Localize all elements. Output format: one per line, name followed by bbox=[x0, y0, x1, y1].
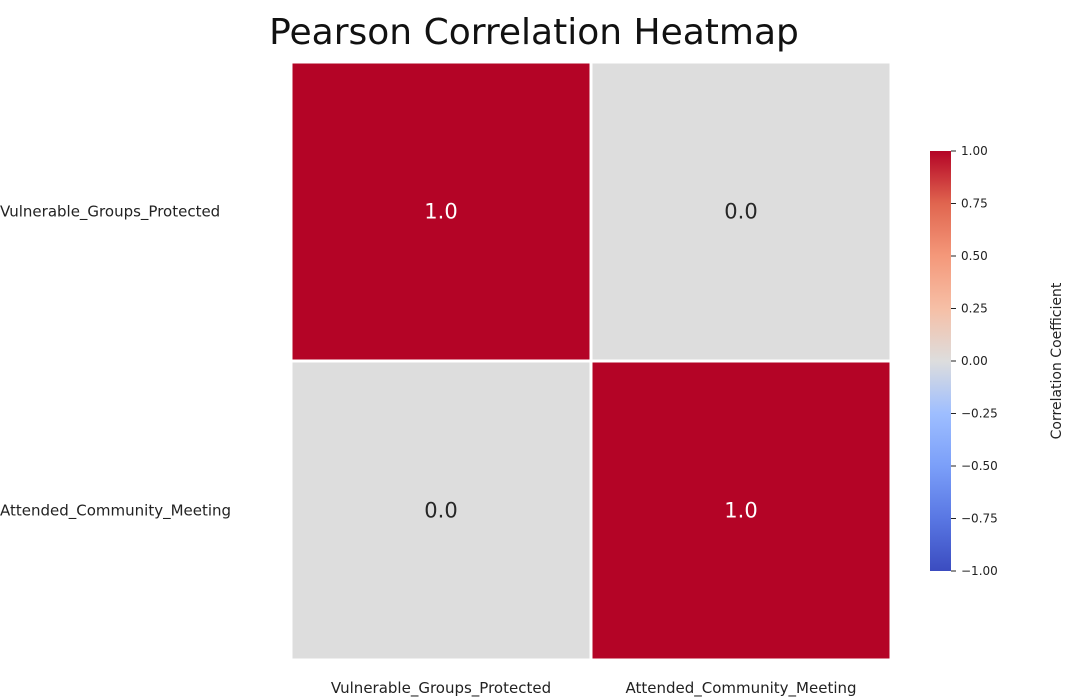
heatmap-cell-r0-c1 bbox=[589, 60, 893, 363]
heatmap-cell-r1-c1 bbox=[589, 359, 893, 662]
row-labels: Vulnerable_Groups_Protected Attended_Comm… bbox=[0, 203, 231, 521]
chart-title: Pearson Correlation Heatmap bbox=[269, 12, 799, 53]
heatmap-cell-value-r0-c0: 1.0 bbox=[424, 200, 457, 224]
colorbar-tick-label-1: 0.75 bbox=[961, 197, 988, 211]
colorbar-tick-label-0: 1.00 bbox=[961, 144, 988, 158]
colorbar: 1.00 0.75 0.50 0.25 0.00 −0.25 −0.50 −0.75 −1.00… bbox=[930, 144, 1065, 578]
heatmap-cell-value-r0-c1: 0.0 bbox=[724, 200, 757, 224]
column-labels: Vulnerable_Groups_Protected Attended_Comm… bbox=[331, 679, 857, 698]
colorbar-tick-label-2: 0.50 bbox=[961, 249, 988, 263]
heatmap-cell-r0-c0 bbox=[289, 60, 593, 363]
colorbar-tick-label-8: −1.00 bbox=[961, 564, 998, 578]
colorbar-ticks: 1.00 0.75 0.50 0.25 0.00 −0.25 −0.50 −0.75 −1.00 bbox=[951, 144, 998, 578]
column-label-1: Attended_Community_Meeting bbox=[625, 679, 856, 698]
row-label-1: Attended_Community_Meeting bbox=[0, 502, 231, 521]
heatmap-cell-r1-c0 bbox=[289, 359, 593, 662]
column-label-0: Vulnerable_Groups_Protected bbox=[331, 679, 551, 698]
colorbar-tick-label-7: −0.75 bbox=[961, 512, 998, 526]
colorbar-gradient bbox=[930, 151, 951, 571]
colorbar-tick-label-5: −0.25 bbox=[961, 407, 998, 421]
heatmap-cell-value-r1-c1: 1.0 bbox=[724, 499, 757, 523]
heatmap-cell-value-r1-c0: 0.0 bbox=[424, 499, 457, 523]
colorbar-tick-label-6: −0.50 bbox=[961, 459, 998, 473]
row-label-0: Vulnerable_Groups_Protected bbox=[0, 203, 220, 222]
colorbar-tick-label-3: 0.25 bbox=[961, 302, 988, 316]
colorbar-label: Correlation Coefficient bbox=[1049, 282, 1065, 439]
heatmap-cells: 1.0 0.0 0.0 1.0 bbox=[289, 60, 893, 662]
colorbar-tick-label-4: 0.00 bbox=[961, 354, 988, 368]
